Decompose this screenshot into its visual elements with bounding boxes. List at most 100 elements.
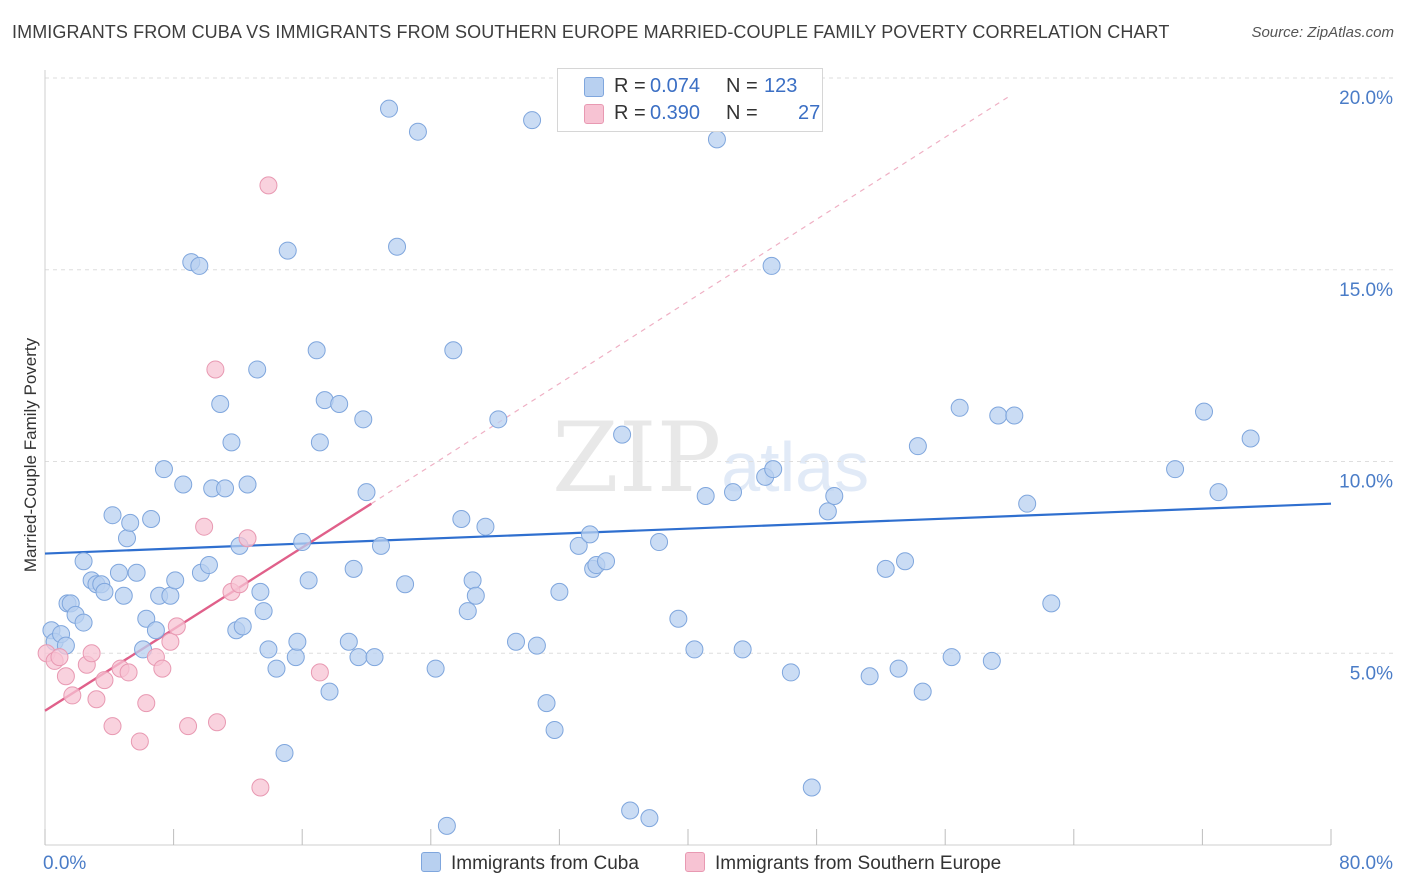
data-point-cuba [1209,483,1228,502]
data-point-southern-europe [56,667,75,686]
data-point-cuba [365,648,384,667]
data-point-cuba [190,256,209,275]
data-point-cuba [640,809,659,828]
watermark-zip: ZIP [552,402,722,514]
data-point-cuba [199,556,218,575]
data-point-cuba [254,602,273,621]
data-point-cuba [1241,429,1260,448]
bottom-legend-swatch-cuba [421,852,441,872]
data-point-southern-europe [130,732,149,751]
data-point-cuba [310,433,329,452]
bottom-legend-swatch-southern-europe [685,852,705,872]
legend-n-value: 27 [798,102,821,124]
data-point-cuba [330,394,349,413]
data-point-southern-europe [259,176,278,195]
data-point-southern-europe [153,659,172,678]
legend-swatch-cuba [584,77,604,97]
source-label: Source: ZipAtlas.com [1251,24,1394,41]
data-point-cuba [437,816,456,835]
data-point-cuba [339,632,358,651]
data-point-cuba [166,571,185,590]
data-point-cuba [444,341,463,360]
data-point-cuba [344,559,363,578]
data-point-cuba [982,651,1001,670]
data-point-cuba [154,460,173,479]
chart-title: IMMIGRANTS FROM CUBA VS IMMIGRANTS FROM … [12,22,1170,42]
data-point-cuba [523,111,542,130]
y-tick-label: 5.0% [1350,663,1393,684]
data-point-cuba [286,648,305,667]
legend-n-value: 123 [764,75,798,97]
data-point-southern-europe [208,713,227,732]
data-point-cuba [137,609,156,628]
data-point-cuba [724,483,743,502]
data-point-cuba [161,586,180,605]
watermark: ZIPatlas [552,402,869,514]
data-point-cuba [117,529,136,548]
y-axis-label: Married-Couple Family Poverty [21,337,40,572]
correlation-legend: R = 0.074 N = 123 R = 0.390 N = 27 [557,68,823,132]
data-point-cuba [908,437,927,456]
data-point-cuba [278,241,297,260]
data-point-cuba [146,621,165,640]
data-point-cuba [127,563,146,582]
data-point-cuba [825,487,844,506]
data-point-cuba [307,341,326,360]
data-point-cuba [288,632,307,651]
data-point-southern-europe [179,717,198,736]
data-point-cuba [527,636,546,655]
data-point-cuba [580,525,599,544]
data-point-cuba [942,648,961,667]
data-point-cuba [388,237,407,256]
data-point-cuba [476,517,495,536]
data-point-southern-europe [310,663,329,682]
legend-r-value: 0.074 [650,75,701,97]
data-point-cuba [781,663,800,682]
data-point-cuba [696,487,715,506]
data-point-cuba [109,563,128,582]
data-point-cuba [889,659,908,678]
data-point-cuba [320,682,339,701]
legend-n-label: N = [726,102,758,124]
bottom-legend-label-cuba: Immigrants from Cuba [451,853,639,874]
data-point-southern-europe [195,517,214,536]
data-point-southern-europe [63,686,82,705]
data-point-southern-europe [82,644,101,663]
data-point-cuba [913,682,932,701]
data-point-cuba [380,99,399,118]
legend-r-value: 0.390 [650,102,701,124]
legend-r-label: R = [614,102,646,124]
bottom-legend-label-southern-europe: Immigrants from Southern Europe [715,853,1002,874]
data-point-cuba [222,433,241,452]
data-point-cuba [357,483,376,502]
data-point-cuba [685,640,704,659]
data-point-cuba [174,475,193,494]
trend-line-cuba [44,502,1332,555]
data-point-cuba [216,479,235,498]
data-point-cuba [876,559,895,578]
data-point-cuba [408,122,427,141]
data-point-cuba [463,571,482,590]
data-point-cuba [569,536,588,555]
data-point-cuba [707,130,726,149]
grid-lines [45,77,1393,654]
data-point-southern-europe [238,529,257,548]
data-point-cuba [103,506,122,525]
data-point-southern-europe [206,360,225,379]
data-point-cuba [349,648,368,667]
x-ticks [44,829,1332,845]
data-point-cuba [950,398,969,417]
data-point-cuba [211,394,230,413]
series-southern-europe-points [37,176,329,797]
data-point-cuba [248,360,267,379]
data-point-cuba [293,533,312,552]
data-point-cuba [259,640,278,659]
axes [44,70,1331,846]
data-point-cuba [396,575,415,594]
data-point-cuba [275,743,294,762]
data-point-southern-europe [251,778,270,797]
data-point-southern-europe [103,717,122,736]
data-point-southern-europe [167,617,186,636]
data-point-cuba [762,256,781,275]
